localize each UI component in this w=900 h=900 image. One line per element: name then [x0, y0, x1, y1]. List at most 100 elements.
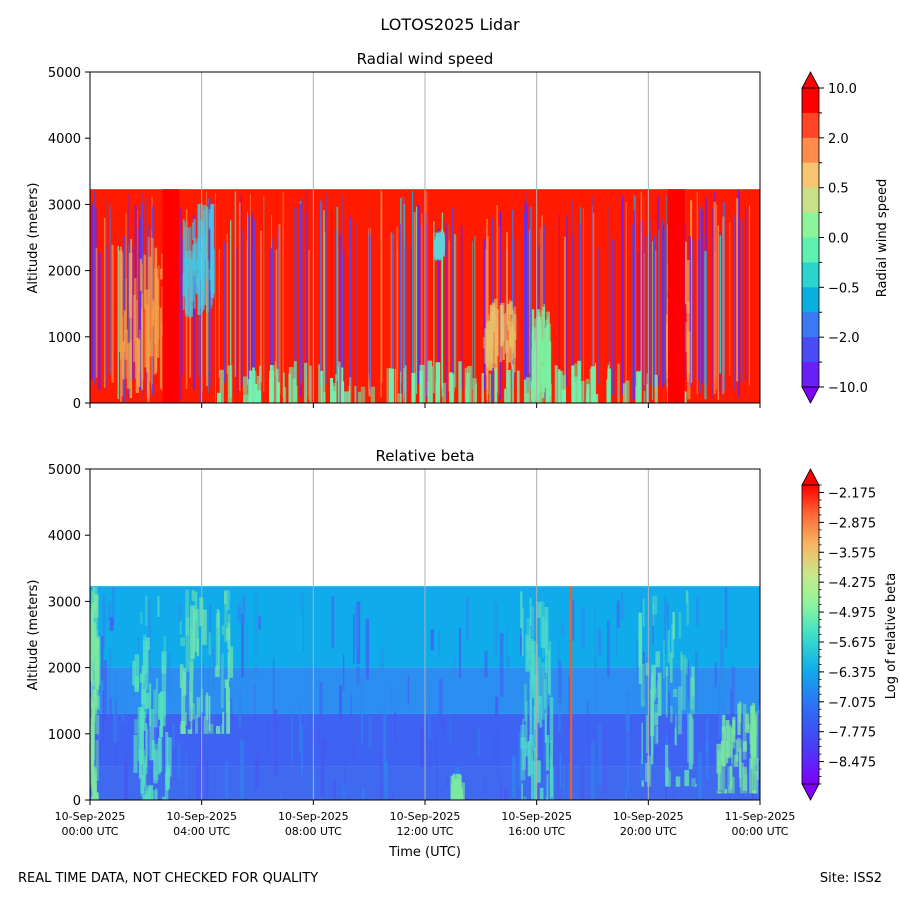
wind-streak: [545, 319, 549, 342]
beta-plume: [182, 671, 187, 696]
beta-plume: [215, 725, 221, 734]
beta-plume: [153, 689, 158, 728]
wind-streak: [205, 206, 208, 280]
x-tick-label-date: 10-Sep-2025: [55, 810, 126, 823]
wind-speckle: [541, 215, 543, 376]
wind-streak: [155, 274, 158, 371]
beta-plume: [179, 664, 184, 688]
beta-plume: [738, 748, 742, 778]
beta-plume: [221, 724, 223, 734]
x-tick-label-time: 16:00 UTC: [508, 825, 565, 838]
beta-plume: [144, 756, 148, 775]
beta-plume: [161, 664, 167, 717]
beta-texture: [242, 594, 246, 626]
wind-streak: [491, 303, 496, 325]
beta-texture: [504, 786, 508, 800]
wind-streak: [505, 340, 509, 351]
beta-plume: [644, 762, 650, 782]
wind-speckle: [306, 189, 308, 376]
wind-speckle: [199, 234, 201, 403]
wind-speckle: [334, 229, 337, 386]
x-tick-label-time: 04:00 UTC: [173, 825, 230, 838]
wind-colorbar-level: [802, 337, 819, 363]
beta-texture: [318, 726, 320, 744]
beta-texture: [594, 604, 596, 670]
beta-plume: [545, 797, 549, 800]
beta-plume: [729, 765, 733, 787]
wind-speckle: [723, 215, 725, 377]
beta-plume: [181, 682, 186, 734]
beta-texture: [177, 742, 181, 780]
beta-texture: [430, 629, 434, 651]
beta-plume: [140, 757, 144, 793]
wind-low-layer: [557, 371, 563, 403]
beta-texture: [731, 666, 735, 722]
beta-texture: [356, 601, 361, 665]
wind-streak: [141, 293, 144, 322]
beta-texture: [495, 696, 499, 720]
wind-speckle: [269, 248, 273, 379]
beta-plume: [522, 718, 525, 771]
wind-low-layer: [337, 366, 340, 403]
beta-plume: [141, 671, 144, 707]
wind-speckle: [454, 235, 455, 392]
wind-speckle: [91, 204, 93, 380]
wind-streak: [189, 226, 192, 264]
wind-speckle: [390, 232, 392, 400]
wind-low-layer: [431, 366, 433, 403]
wind-streak: [500, 302, 505, 342]
y-tick-label: 1000: [48, 331, 81, 346]
wind-streak: [512, 325, 514, 344]
wind-streak: [686, 259, 690, 374]
wind-colorbar-level: [802, 88, 819, 114]
wind-low-layer: [494, 367, 498, 403]
wind-speckle: [597, 248, 600, 385]
x-tick-label-time: 12:00 UTC: [396, 825, 453, 838]
wind-y-axis: 0 1000 2000 3000 4000 5000: [48, 66, 90, 412]
wind-speckle: [570, 199, 573, 388]
wind-speckle: [719, 235, 722, 374]
wind-speckle: [717, 225, 720, 400]
beta-plume: [533, 673, 539, 712]
beta-plume: [671, 624, 675, 658]
beta-texture: [407, 675, 409, 705]
beta-plume: [664, 744, 669, 787]
wind-speckle: [736, 198, 739, 382]
wind-speckle: [234, 191, 237, 377]
wind-colorbar-level: [802, 237, 819, 263]
wind-speckle: [98, 252, 101, 391]
beta-plume: [94, 772, 97, 800]
wind-streak: [489, 304, 492, 346]
beta-plume: [720, 740, 725, 766]
wind-low-layer: [288, 373, 292, 403]
beta-texture: [428, 739, 432, 772]
beta-plume: [656, 726, 659, 744]
wind-grid: [201, 72, 649, 403]
wind-speckle: [250, 194, 251, 399]
beta-texture: [177, 602, 182, 624]
beta-texture: [714, 662, 717, 688]
wind-speckle: [723, 202, 726, 392]
beta-plume: [151, 740, 155, 760]
wind-speckle: [92, 252, 94, 379]
wind-speckle: [441, 228, 444, 389]
wind-colorbar-tick-label: 2.0: [828, 132, 849, 147]
beta-texture: [561, 623, 565, 638]
wind-speckle: [663, 239, 665, 383]
wind-speckle: [713, 201, 716, 394]
wind-speckle: [324, 232, 326, 397]
wind-speckle: [536, 205, 538, 400]
wind-speckle: [241, 229, 243, 386]
wind-speckle: [625, 201, 627, 383]
wind-speckle: [127, 194, 129, 400]
beta-texture: [342, 654, 345, 691]
wind-low-layer: [293, 361, 297, 403]
wind-speckle: [368, 229, 369, 391]
beta-plume: [203, 716, 209, 734]
wind-speckle: [472, 241, 473, 390]
beta-plume: [229, 646, 234, 678]
wind-streak: [184, 227, 187, 268]
x-tick-label-time: 00:00 UTC: [731, 825, 788, 838]
beta-plume: [227, 614, 231, 667]
wind-speckle: [426, 191, 428, 397]
